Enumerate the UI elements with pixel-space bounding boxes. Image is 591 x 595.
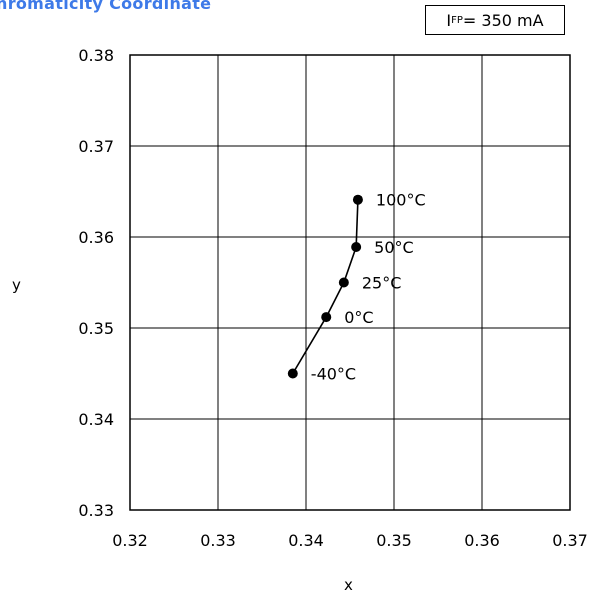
y-tick-label: 0.36 [78,228,114,247]
y-tick-label: 0.35 [78,319,114,338]
y-tick-label: 0.34 [78,410,114,429]
condition-symbol: I [446,10,452,30]
x-tick-label: 0.32 [112,531,148,550]
x-tick-label: 0.37 [552,531,588,550]
data-point [321,312,332,323]
data-point [338,277,349,288]
x-tick-label: 0.36 [464,531,500,550]
data-label: 25°C [362,274,402,293]
data-label: 0°C [344,308,373,327]
series-line [292,199,359,374]
y-tick-label: 0.38 [78,46,114,65]
x-axis-label: x [344,576,353,594]
data-label: 50°C [374,238,414,257]
y-axis-label: y [12,276,21,294]
y-tick-label: 0.37 [78,137,114,156]
x-tick-label: 0.35 [376,531,412,550]
condition-box: I FP = 350 mA [425,5,565,35]
data-label: -40°C [311,365,356,384]
data-label: 100°C [376,191,426,210]
x-tick-label: 0.34 [288,531,324,550]
chart-title: hromaticity Coordinate [0,0,212,13]
plot-frame [129,54,571,511]
condition-value: = 350 mA [462,10,544,30]
x-tick-label: 0.33 [200,531,236,550]
condition-subscript: FP [451,14,463,26]
data-point [351,242,362,253]
data-point [287,368,298,379]
y-tick-label: 0.33 [78,501,114,520]
data-point [352,194,363,205]
